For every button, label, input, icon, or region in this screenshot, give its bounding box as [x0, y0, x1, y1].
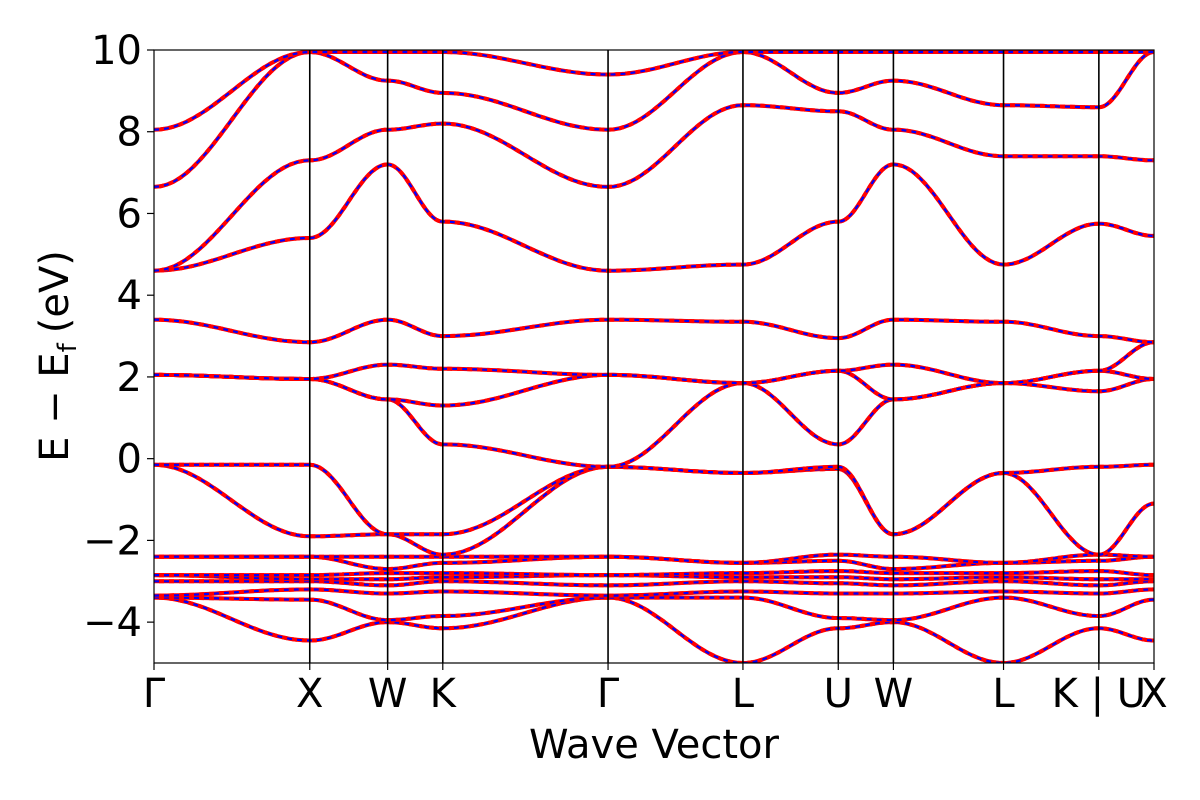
band-line-dashed [154, 574, 1154, 581]
band-line-dashed [154, 588, 1154, 597]
y-tick-label: 0 [117, 437, 142, 483]
band-line-dashed-red [154, 595, 1154, 663]
y-tick-label: 8 [117, 110, 142, 156]
band-line-dashed [154, 318, 1154, 344]
x-tick-label: X [1140, 671, 1167, 717]
y-tick-label: 4 [117, 273, 142, 319]
band-line-dashed [154, 596, 1154, 663]
band-line-dashed-red [154, 50, 1154, 189]
x-tick-label: U [824, 671, 853, 717]
x-tick-label: Γ [143, 671, 166, 717]
y-axis-title-subscript: f [53, 342, 83, 352]
band-line-dashed-red [154, 162, 1154, 273]
x-tick-label: K | U [1052, 671, 1146, 717]
x-tick-label: L [732, 671, 755, 717]
y-axis-title-unit: (eV) [32, 250, 78, 333]
x-tick-label: Γ [597, 671, 620, 717]
band-line-dashed-red [154, 554, 1154, 571]
y-axis-ticks: 10 8 6 4 2 0 −2 −4 [83, 28, 154, 646]
y-axis-title: E − Ef (eV) [32, 250, 83, 462]
x-tick-label: X [296, 671, 323, 717]
high-symmetry-lines [308, 50, 1100, 663]
band-line-dashed [154, 104, 1154, 272]
plot-frame [153, 49, 1155, 664]
band-line-dashed [154, 569, 1154, 577]
x-axis-title: Wave Vector [529, 722, 780, 768]
band-line-dashed [154, 553, 1154, 564]
band-line-dashed-red [154, 340, 1154, 386]
x-tick-label: K [430, 671, 458, 717]
y-tick-label: 2 [117, 355, 142, 401]
y-axis-title-main: E − E [32, 352, 78, 462]
y-tick-label: 6 [117, 191, 142, 237]
y-tick-label: −2 [83, 518, 142, 564]
x-tick-label: L [992, 671, 1015, 717]
band-line-dashed [154, 369, 1154, 407]
band-line-dashed [154, 580, 1154, 587]
band-line-dashed-red [154, 50, 1154, 132]
y-tick-label: 10 [91, 28, 142, 74]
x-tick-label: W [874, 671, 914, 717]
y-tick-label: −4 [83, 600, 142, 646]
x-tick-label: W [368, 671, 408, 717]
